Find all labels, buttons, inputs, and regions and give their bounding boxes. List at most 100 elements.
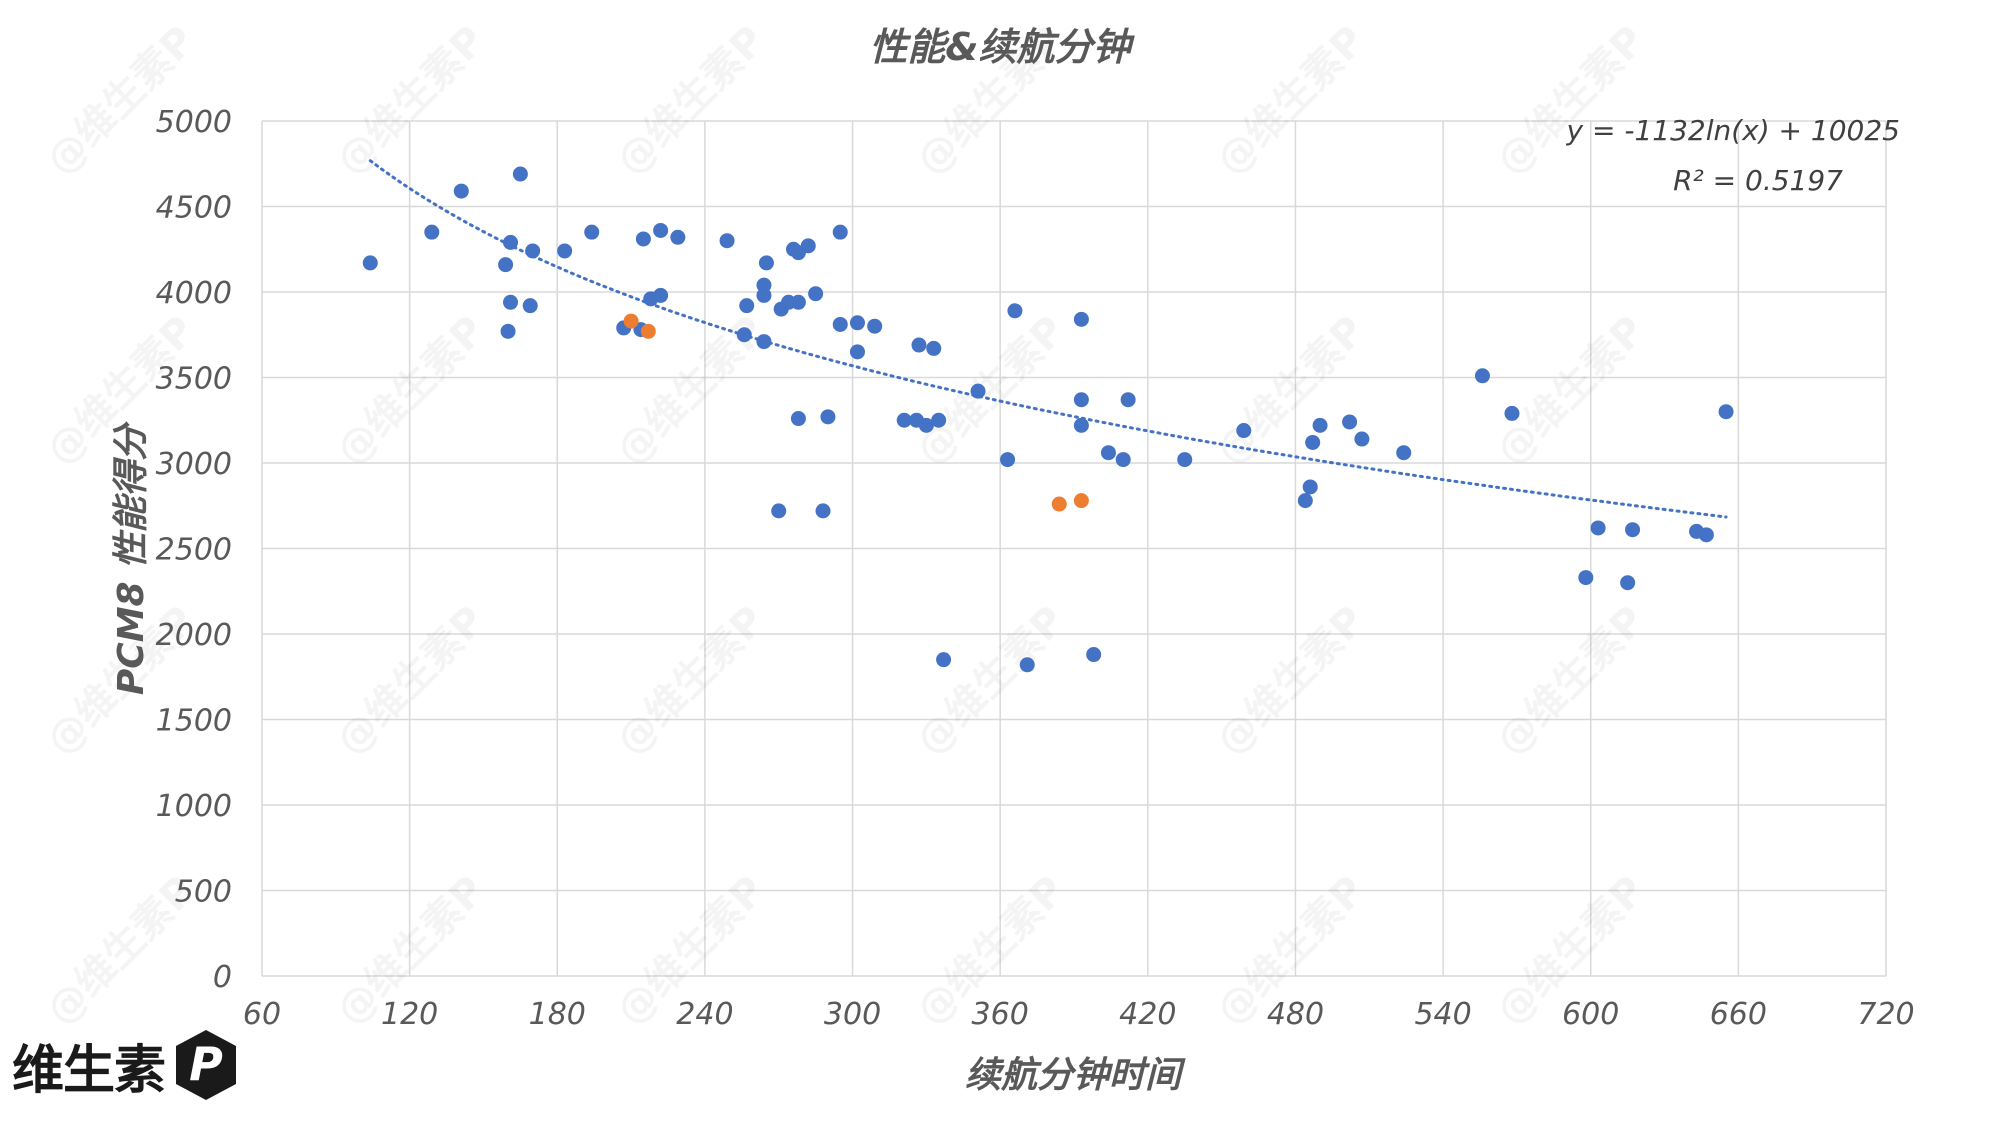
data-point-blue bbox=[1620, 575, 1636, 591]
data-point-blue bbox=[756, 287, 772, 303]
watermark-text: @维生素P bbox=[608, 598, 774, 764]
data-point-blue bbox=[557, 243, 573, 259]
data-point-blue bbox=[800, 238, 816, 254]
x-tick-label: 300 bbox=[824, 997, 881, 1032]
data-point-blue bbox=[758, 255, 774, 271]
x-tick-label: 540 bbox=[1414, 997, 1471, 1032]
watermark-layer: @维生素P @维生素P @维生素P @维生素P @维生素P @维生素P @维生素P @维生素P… bbox=[38, 18, 1654, 1034]
y-tick-label: 4000 bbox=[156, 276, 232, 311]
data-point-blue bbox=[635, 231, 651, 247]
data-point-blue bbox=[1073, 392, 1089, 408]
data-point-blue bbox=[1000, 452, 1016, 468]
data-point-orange bbox=[1051, 496, 1067, 512]
data-point-blue bbox=[1625, 522, 1641, 538]
data-point-blue bbox=[1236, 423, 1252, 439]
data-point-blue bbox=[1590, 520, 1606, 536]
gridlines bbox=[261, 120, 1887, 977]
x-tick-labels: 60 120 180 240 300 360 420 480 540 600 660 720 bbox=[243, 997, 1915, 1032]
data-point-blue bbox=[525, 243, 541, 259]
trendline-equation: y = -1132ln(x) + 10025 bbox=[1566, 114, 1900, 147]
data-point-blue bbox=[1073, 311, 1089, 327]
y-axis-title: PCM8 性能得分 bbox=[111, 421, 152, 695]
y-tick-label: 4500 bbox=[156, 191, 232, 226]
data-point-blue bbox=[736, 327, 752, 343]
watermark-text: @维生素P bbox=[328, 18, 494, 184]
watermark-text: @维生素P bbox=[328, 598, 494, 764]
data-point-blue bbox=[832, 316, 848, 332]
data-point-blue bbox=[970, 383, 986, 399]
data-point-blue bbox=[911, 337, 927, 353]
x-tick-label: 240 bbox=[676, 997, 733, 1032]
data-point-blue bbox=[820, 409, 836, 425]
x-tick-label: 360 bbox=[972, 997, 1029, 1032]
brand-logo-mark-icon: P bbox=[176, 1030, 237, 1100]
data-point-blue bbox=[1354, 431, 1370, 447]
data-point-blue bbox=[719, 233, 735, 249]
data-point-blue bbox=[1086, 647, 1102, 663]
data-point-blue bbox=[1342, 414, 1358, 430]
watermark-text: @维生素P bbox=[1488, 598, 1654, 764]
x-tick-label: 660 bbox=[1710, 997, 1767, 1032]
data-point-orange bbox=[640, 323, 656, 339]
y-tick-label: 2500 bbox=[156, 533, 232, 568]
watermark-text: @维生素P bbox=[1208, 308, 1374, 474]
data-point-blue bbox=[918, 417, 934, 433]
data-point-blue bbox=[1007, 303, 1023, 319]
data-point-blue bbox=[931, 412, 947, 428]
data-point-blue bbox=[808, 286, 824, 302]
y-tick-label: 0 bbox=[213, 960, 232, 995]
watermark-text: @维生素P bbox=[1208, 18, 1374, 184]
watermark-text: @维生素P bbox=[608, 18, 774, 184]
y-tick-label: 1500 bbox=[156, 704, 232, 739]
y-tick-label: 2000 bbox=[156, 618, 232, 653]
data-point-blue bbox=[739, 298, 755, 314]
watermark-text: @维生素P bbox=[1208, 598, 1374, 764]
data-point-blue bbox=[1073, 417, 1089, 433]
brand-logo-mark-letter: P bbox=[189, 1037, 223, 1091]
data-point-blue bbox=[926, 340, 942, 356]
watermark-text: @维生素P bbox=[328, 308, 494, 474]
data-point-blue bbox=[424, 224, 440, 240]
data-point-blue bbox=[1474, 368, 1490, 384]
y-tick-label: 500 bbox=[175, 875, 232, 910]
x-axis-title: 续航分钟时间 bbox=[965, 1055, 1186, 1096]
data-point-blue bbox=[936, 652, 952, 668]
data-point-blue bbox=[790, 411, 806, 427]
data-point-blue bbox=[771, 503, 787, 519]
x-tick-label: 60 bbox=[243, 997, 281, 1032]
brand-logo-text: 维生素 bbox=[12, 1040, 166, 1101]
data-point-blue bbox=[1504, 405, 1520, 421]
watermark-text: @维生素P bbox=[908, 598, 1074, 764]
data-point-blue bbox=[512, 166, 528, 182]
data-point-blue bbox=[1302, 479, 1318, 495]
y-tick-label: 3500 bbox=[156, 362, 232, 397]
x-tick-label: 600 bbox=[1562, 997, 1619, 1032]
data-point-blue bbox=[1120, 392, 1136, 408]
data-point-blue bbox=[849, 344, 865, 360]
x-tick-label: 720 bbox=[1857, 997, 1914, 1032]
data-point-blue bbox=[500, 323, 516, 339]
data-point-blue bbox=[653, 287, 669, 303]
watermark-text: @维生素P bbox=[38, 18, 204, 184]
data-point-blue bbox=[1177, 452, 1193, 468]
data-point-blue bbox=[1718, 404, 1734, 420]
data-point-blue bbox=[503, 294, 519, 310]
data-point-blue bbox=[1305, 434, 1321, 450]
trendline bbox=[368, 159, 1728, 519]
data-point-blue bbox=[498, 257, 514, 273]
y-tick-label: 5000 bbox=[156, 105, 232, 140]
data-point-blue bbox=[453, 183, 469, 199]
y-tick-label: 1000 bbox=[156, 789, 232, 824]
data-point-blue bbox=[756, 277, 772, 293]
chart-title: 性能&续航分钟 bbox=[869, 25, 1135, 69]
data-point-orange bbox=[1073, 493, 1089, 509]
watermark-text: @维生素P bbox=[1488, 308, 1654, 474]
data-point-blue bbox=[670, 229, 686, 245]
data-point-blue bbox=[756, 334, 772, 350]
data-point-blue bbox=[503, 234, 519, 250]
data-point-blue bbox=[1396, 445, 1412, 461]
data-point-blue bbox=[1019, 657, 1035, 673]
data-points bbox=[362, 166, 1734, 673]
data-point-blue bbox=[1115, 452, 1131, 468]
data-point-blue bbox=[1100, 445, 1116, 461]
